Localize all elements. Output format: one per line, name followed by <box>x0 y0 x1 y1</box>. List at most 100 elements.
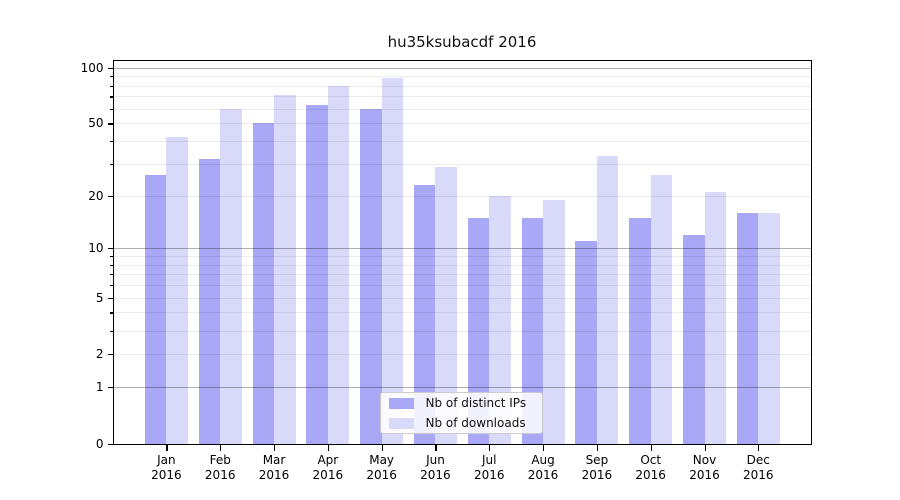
y-tick-label-20: 20 <box>88 188 104 203</box>
y-minor-tick-mark-3 <box>110 330 114 332</box>
x-tick-month: Apr <box>317 452 339 467</box>
x-tick-month: Sep <box>585 452 609 467</box>
y-minor-tick-mark-40 <box>110 141 114 143</box>
y-tick-label-100: 100 <box>80 60 104 75</box>
y-tick-mark-0 <box>107 443 114 445</box>
y-minor-tick-mark-8 <box>110 264 114 266</box>
bar-downloads-jun <box>435 166 457 444</box>
bar-ips-jan <box>144 175 167 444</box>
gridline-major-100 <box>113 67 811 69</box>
x-tick-year: 2016 <box>420 468 451 482</box>
x-tick-year: 2016 <box>635 468 666 482</box>
bar-ips-sep <box>575 241 597 444</box>
x-tick-month: Jun <box>426 452 445 467</box>
gridline-minor-3 <box>113 330 811 332</box>
gridline-minor-7 <box>113 274 811 276</box>
legend-label: Nb of distinct IPs <box>425 396 527 410</box>
y-minor-tick-mark-80 <box>110 85 114 87</box>
x-tick-label-may: May 2016 <box>355 453 409 484</box>
x-tick-mark-nov <box>704 444 706 451</box>
x-tick-mark-feb <box>220 444 222 451</box>
bar-ips-mar <box>252 123 275 444</box>
y-minor-tick-mark-50 <box>110 123 114 125</box>
gridline-major-10 <box>113 248 811 250</box>
x-tick-label-oct: Oct 2016 <box>624 453 678 484</box>
plot-area: Nb of distinct IPs Nb of downloads <box>113 61 811 444</box>
x-tick-label-aug: Aug 2016 <box>516 453 570 484</box>
bar-ips-oct <box>629 217 651 444</box>
x-tick-label-mar: Mar 2016 <box>247 453 301 484</box>
gridline-minor-70 <box>113 96 811 98</box>
bar-downloads-sep <box>596 156 619 444</box>
x-tick-mark-jan <box>166 444 168 451</box>
x-tick-label-feb: Feb 2016 <box>193 453 247 484</box>
legend-swatch-distinct-ips <box>388 397 414 409</box>
x-tick-mark-jul <box>489 444 491 451</box>
gridline-minor-30 <box>113 163 811 165</box>
x-tick-year: 2016 <box>151 468 182 482</box>
bar-ips-dec <box>736 212 759 444</box>
legend-label: Nb of downloads <box>425 416 526 430</box>
bar-downloads-feb <box>220 108 242 444</box>
y-tick-label-50: 50 <box>88 116 104 131</box>
x-tick-year: 2016 <box>689 468 720 482</box>
bar-ips-may <box>360 108 382 444</box>
x-tick-label-jan: Jan 2016 <box>139 453 193 484</box>
y-tick-label-2: 2 <box>95 347 104 362</box>
bar-ips-apr <box>306 104 328 444</box>
y-tick-label-1: 1 <box>95 380 104 395</box>
y-tick-mark-100 <box>107 67 114 69</box>
bar-downloads-aug <box>543 199 565 444</box>
x-tick-year: 2016 <box>473 468 505 482</box>
y-minor-tick-mark-4 <box>110 312 114 314</box>
bar-downloads-jan <box>166 137 188 444</box>
x-tick-month: Nov <box>692 452 717 467</box>
x-tick-mark-apr <box>327 444 330 451</box>
x-tick-year: 2016 <box>366 468 397 482</box>
x-tick-label-apr: Apr 2016 <box>301 453 355 484</box>
gridline-minor-5 <box>113 297 811 299</box>
y-minor-tick-mark-20 <box>110 195 114 197</box>
bar-downloads-mar <box>274 95 296 444</box>
x-tick-label-jul: Jul 2016 <box>462 453 516 484</box>
gridline-minor-90 <box>113 76 811 78</box>
x-tick-month: Oct <box>640 452 662 467</box>
x-tick-year: 2016 <box>743 468 774 482</box>
bar-ips-jun <box>413 184 436 444</box>
x-tick-mark-jun <box>435 444 437 451</box>
y-tick-mark-10 <box>107 248 114 250</box>
x-tick-month: Dec <box>746 452 770 467</box>
gridline-minor-50 <box>113 123 811 125</box>
x-tick-mark-oct <box>650 444 652 451</box>
y-tick-label-5: 5 <box>95 290 104 305</box>
x-tick-month: May <box>369 452 395 467</box>
bar-downloads-dec <box>758 212 780 444</box>
x-tick-mark-may <box>381 444 383 451</box>
gridline-major-1 <box>113 387 811 389</box>
x-tick-label-dec: Dec 2016 <box>731 453 785 484</box>
bar-downloads-apr <box>327 85 350 444</box>
x-tick-mark-mar <box>274 444 276 451</box>
legend-item-distinct-ips: Nb of distinct IPs <box>387 396 536 410</box>
x-tick-mark-dec <box>758 444 760 451</box>
x-tick-year: 2016 <box>581 468 613 482</box>
x-tick-year: 2016 <box>258 468 290 482</box>
gridline-minor-80 <box>113 85 811 87</box>
gridline-minor-40 <box>113 141 811 143</box>
x-tick-mark-sep <box>596 444 599 451</box>
x-tick-month: Jul <box>482 452 497 467</box>
x-tick-mark-aug <box>543 444 545 451</box>
y-tick-label-10: 10 <box>88 241 104 256</box>
bar-downloads-nov <box>704 191 726 444</box>
x-tick-label-sep: Sep 2016 <box>570 453 624 484</box>
gridline-minor-20 <box>113 195 811 197</box>
gridline-minor-8 <box>113 264 811 266</box>
gridline-minor-4 <box>113 312 811 314</box>
y-minor-tick-mark-70 <box>110 96 114 98</box>
y-minor-tick-mark-90 <box>110 76 114 78</box>
x-tick-label-nov: Nov 2016 <box>678 453 732 484</box>
legend-swatch-downloads <box>388 417 414 429</box>
legend: Nb of distinct IPs Nb of downloads <box>379 392 543 434</box>
bar-ips-feb <box>198 158 221 444</box>
